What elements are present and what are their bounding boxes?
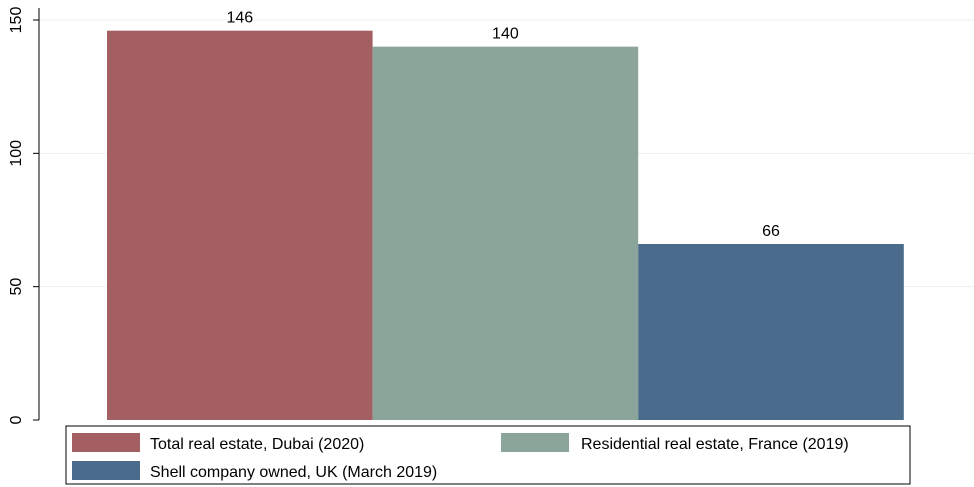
value-label-2: 140 xyxy=(492,26,519,43)
bars xyxy=(107,30,904,421)
legend-label-2: Residential real estate, France (2019) xyxy=(581,436,849,453)
legend-swatch-3 xyxy=(72,461,140,480)
bar-3 xyxy=(638,244,904,420)
y-tick-label-150: 150 xyxy=(8,7,25,34)
legend-label-3: Shell company owned, UK (March 2019) xyxy=(150,464,437,481)
legend: Total real estate, Dubai (2020) Residenti… xyxy=(65,425,911,485)
value-labels: 146 140 66 xyxy=(226,10,780,240)
legend-box xyxy=(65,425,911,485)
y-tick-label-0: 0 xyxy=(8,415,25,424)
y-axis: 0 50 100 150 xyxy=(8,7,40,424)
bar-2 xyxy=(372,46,639,421)
value-label-3: 66 xyxy=(762,223,780,240)
legend-label-1: Total real estate, Dubai (2020) xyxy=(150,436,364,453)
y-tick-label-100: 100 xyxy=(8,140,25,167)
value-label-1: 146 xyxy=(226,10,253,27)
bar-1 xyxy=(107,30,373,421)
y-tick-label-50: 50 xyxy=(8,278,25,296)
legend-swatch-2 xyxy=(501,433,569,452)
legend-swatch-1 xyxy=(72,433,140,452)
